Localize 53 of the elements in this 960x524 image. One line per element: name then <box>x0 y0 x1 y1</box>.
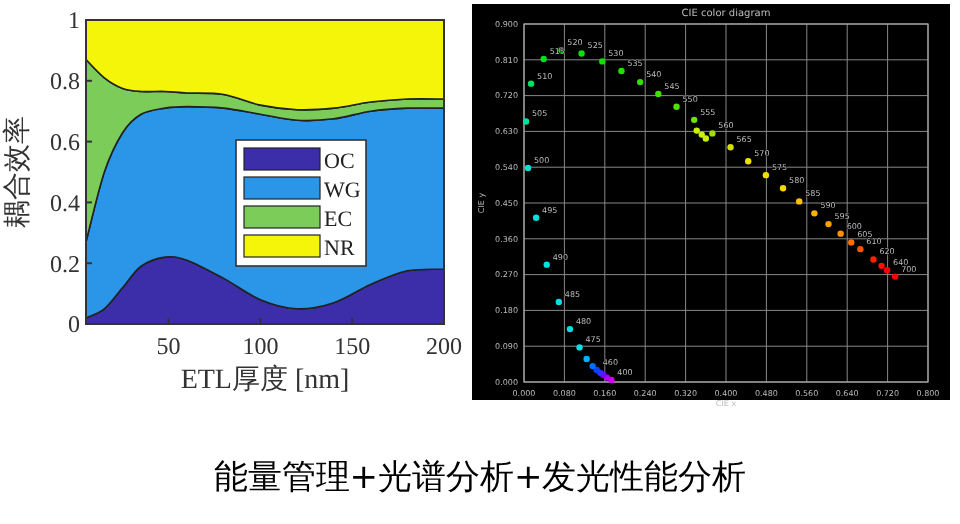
point <box>532 214 540 221</box>
point <box>540 55 547 63</box>
y-tick-label: 1 <box>68 6 80 35</box>
point <box>857 245 864 253</box>
point <box>527 80 535 87</box>
point <box>709 130 716 137</box>
y-tick-label: 0.8 <box>50 67 80 96</box>
y-tick-label: 0.4 <box>50 188 80 217</box>
x-tick-label: 50 <box>156 332 181 360</box>
x-tick-label: 150 <box>334 332 371 360</box>
legend-label: NR <box>324 237 356 261</box>
point <box>891 273 899 280</box>
point <box>576 344 583 351</box>
point <box>779 185 787 192</box>
point <box>578 50 585 57</box>
point <box>522 118 530 125</box>
point <box>837 230 844 237</box>
point <box>727 144 734 151</box>
point <box>608 376 615 384</box>
point <box>883 267 891 274</box>
point <box>636 78 644 86</box>
point <box>543 261 550 268</box>
point <box>690 116 698 124</box>
point <box>796 198 803 205</box>
y-tick-label: 0.2 <box>50 249 80 278</box>
legend-label: OC <box>324 150 355 174</box>
point <box>693 127 700 134</box>
point <box>618 67 625 75</box>
x-axis-title: ETL厚度 [nm] <box>180 364 350 396</box>
point <box>745 158 752 165</box>
y-tick-label: 0 <box>68 310 80 339</box>
y-tick-label: 0.6 <box>50 128 80 156</box>
x-tick-label: 200 <box>426 332 462 360</box>
x-tick-label: 100 <box>242 332 279 360</box>
point <box>825 220 832 228</box>
point <box>762 171 770 179</box>
point <box>698 131 705 138</box>
point <box>566 325 574 333</box>
point <box>655 90 662 98</box>
point <box>583 355 590 363</box>
point <box>555 298 563 306</box>
text: 能量管理+光谱分析+发光性能分析 <box>213 458 747 498</box>
point <box>870 256 877 263</box>
point <box>599 58 606 65</box>
point <box>811 210 818 217</box>
point <box>702 135 709 142</box>
point <box>524 164 532 172</box>
legend-label: EC <box>324 208 353 232</box>
point <box>878 262 885 270</box>
y-axis-title: 耦合效率 <box>2 116 34 228</box>
point <box>848 239 855 246</box>
legend-label: WG <box>324 179 361 203</box>
point <box>673 103 680 110</box>
